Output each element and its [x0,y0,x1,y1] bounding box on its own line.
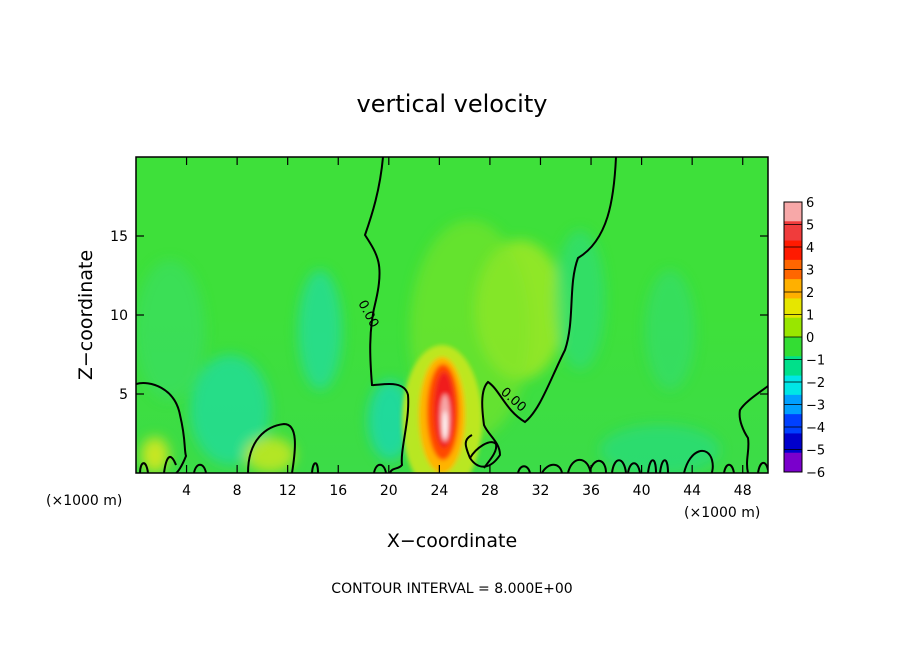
downdraft-patch [298,270,342,390]
colorbar-segment [784,279,802,299]
colorbar-tick-label: 2 [806,286,814,301]
colorbar-segment [784,317,802,338]
contour-line [363,157,410,473]
contour-line [193,463,207,473]
contour-line [723,463,735,473]
downdraft-patch [368,380,412,460]
plot-area: 0.00 0.00 [136,157,768,473]
x-tick-label: 40 [633,483,651,499]
updraft-core [402,345,482,473]
x-tick-label: 44 [683,483,701,499]
y-tick-label: 15 [110,229,128,245]
x-tick-label: 4 [182,483,191,499]
contour-interval-footer: CONTOUR INTERVAL = 8.000E+00 [331,581,572,597]
contour-line [464,157,617,468]
y-axis-label: Z−coordinate [75,250,97,380]
field-blobs [136,220,720,473]
surface-updraft [245,437,295,473]
colorbar-segment [784,356,802,377]
colorbar-segment [784,452,802,473]
contour-line [247,422,296,473]
downdraft-patch [555,230,605,370]
contour-line [627,462,641,473]
downdraft-patch [645,270,695,390]
contour-line [469,441,498,469]
downdraft-patch [136,260,205,400]
x-tick-label: 48 [734,483,752,499]
y-axis: 5 10 15 [110,229,768,403]
colorbar-segment [784,202,802,222]
contour-line [659,459,669,473]
contour-line [683,449,714,473]
updraft-peak-core [443,411,447,439]
contour-line [163,455,177,473]
x-tick-label: 16 [329,483,347,499]
y-tick-label: 10 [110,308,128,324]
colorbar-tick-label: 1 [806,309,814,324]
x-axis-label: X−coordinate [387,530,517,552]
colorbar: 6 5 4 3 2 1 0 −1 −2 −3 −4 −5 −6 [783,196,825,481]
x-unit-left: (×1000 m) [46,493,122,509]
colorbar-segment [784,375,802,396]
colorbar-tick-label: 4 [806,241,814,256]
colorbar-segment [784,433,802,454]
colorbar-tick-label: 0 [806,331,814,346]
x-tick-label: 8 [233,483,242,499]
x-tick-label: 28 [481,483,499,499]
colorbar-tick-label: −5 [806,444,825,459]
downdraft-patch [600,425,720,473]
colorbar-tick-label: −3 [806,399,825,414]
x-tick-label: 32 [532,483,550,499]
contour-line [541,463,563,473]
colorbar-tick-label: 6 [806,196,814,211]
colorbar-tick-label: 5 [806,219,814,234]
x-tick-label: 12 [279,483,297,499]
zero-contours [136,157,768,473]
contour-line [611,459,627,473]
x-unit-right: (×1000 m) [684,505,760,521]
x-axis: 4 8 12 16 20 24 28 32 36 40 44 48 [182,157,752,499]
colorbar-segment [784,414,802,434]
contour-line [311,462,319,473]
y-tick-label: 5 [119,387,128,403]
contour-line [647,459,657,473]
surface-updraft [141,437,169,473]
x-tick-label: 20 [380,483,398,499]
contour-line [136,382,188,473]
colorbar-tick-label: −6 [806,466,825,481]
colorbar-tick-label: −4 [806,421,825,436]
colorbar-tick-label: 3 [806,264,814,279]
colorbar-segment [784,337,802,357]
contour-line [139,462,149,473]
colorbar-segment [784,298,802,319]
colorbar-tick-label: −1 [806,354,825,369]
contour-line [738,385,768,473]
x-tick-label: 36 [582,483,600,499]
contour-line [373,463,387,473]
colorbar-segment [784,240,802,261]
contour-line [517,465,531,473]
colorbar-segment [784,221,802,242]
contour-line [567,458,607,473]
downdraft-patch [190,355,270,465]
chart-title: vertical velocity [357,90,548,118]
colorbar-tick-label: −2 [806,376,825,391]
x-tick-label: 24 [430,483,448,499]
